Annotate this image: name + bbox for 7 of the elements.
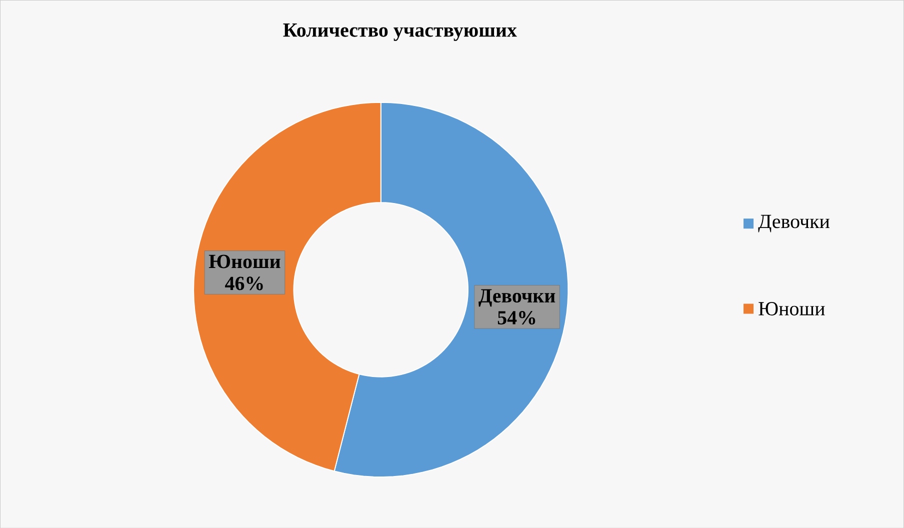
legend-label: Девочки bbox=[758, 214, 830, 232]
chart-title: Количество участвуюших bbox=[283, 23, 517, 41]
slice-label: Юноши bbox=[208, 254, 280, 268]
data-label: 46% bbox=[225, 276, 263, 290]
legend-label: Юноши bbox=[758, 302, 825, 316]
slice-label: Девочки bbox=[478, 289, 556, 306]
data-label: 54% bbox=[498, 310, 536, 324]
